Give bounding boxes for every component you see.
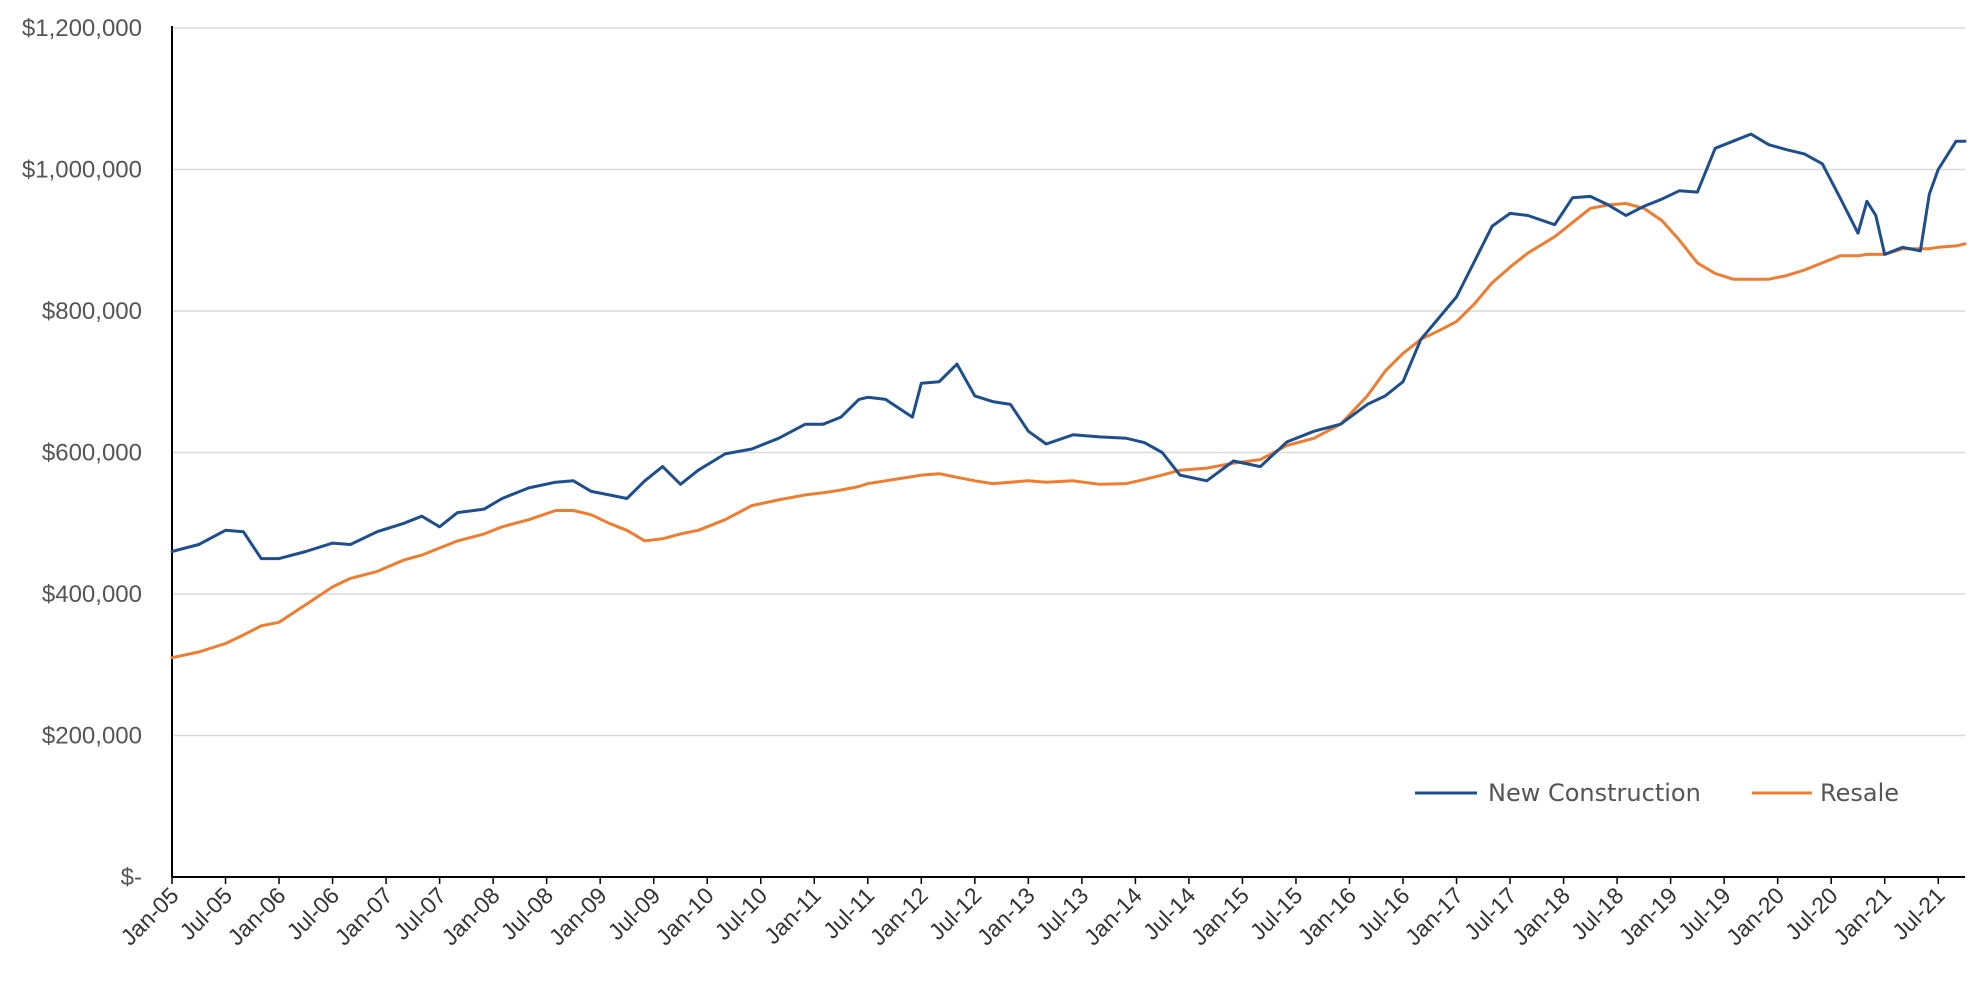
y-tick-label: $800,000 (42, 298, 142, 325)
x-tick-label: Jan-20 (1721, 882, 1789, 950)
x-tick-label: Jan-12 (865, 882, 933, 950)
y-tick-label: $200,000 (42, 723, 142, 750)
gridlines (172, 27, 1965, 737)
x-tick-label: Jan-08 (437, 882, 505, 950)
y-tick-label: $600,000 (42, 440, 142, 467)
x-tick-label: Jan-18 (1507, 882, 1575, 950)
legend: New Construction Resale (1415, 779, 1899, 807)
x-tick-label: Jan-21 (1828, 882, 1896, 950)
x-tick-label: Jan-15 (1186, 882, 1254, 950)
x-axis: Jan-05Jul-05Jan-06Jul-06Jan-07Jul-07Jan-… (115, 26, 1965, 950)
x-tick-label: Jan-19 (1614, 882, 1682, 950)
y-axis-ticks: $- $200,000 $400,000 $600,000 $800,000 $1,000… (22, 15, 142, 891)
x-tick-label: Jan-14 (1079, 882, 1147, 950)
x-tick-label: Jan-10 (651, 882, 719, 950)
x-tick-label: Jan-11 (759, 882, 826, 949)
y-tick-label: $400,000 (42, 581, 142, 608)
legend-label-new-construction: New Construction (1488, 779, 1701, 807)
series-line-resale (170, 202, 1967, 660)
y-tick-label: $1,000,000 (22, 157, 142, 184)
y-tick-label: $1,200,000 (22, 15, 142, 42)
x-tick-label: Jan-05 (115, 882, 183, 950)
legend-label-resale: Resale (1820, 779, 1899, 807)
series-lines (170, 132, 1967, 660)
x-tick-label: Jan-07 (330, 882, 398, 950)
x-tick-label: Jul-21 (1887, 882, 1950, 945)
x-tick-label: Jan-06 (222, 882, 290, 950)
series-line-new-construction (170, 132, 1967, 561)
x-tick-label: Jan-09 (544, 882, 612, 950)
x-tick-label: Jan-17 (1400, 882, 1468, 950)
x-tick-label: Jan-13 (972, 882, 1040, 950)
y-tick-label: $- (121, 864, 142, 891)
x-tick-label: Jan-16 (1293, 882, 1361, 950)
